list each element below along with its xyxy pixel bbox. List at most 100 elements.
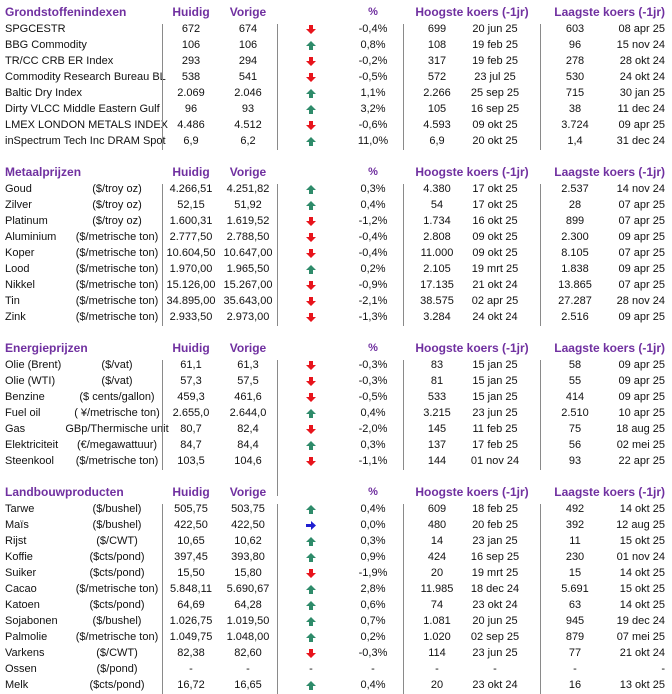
cell-unit: ($/troy oz) (92, 215, 142, 227)
cell-previous: 93 (241, 103, 255, 115)
arrow-down-icon (306, 73, 316, 82)
cell-low: 27.287 (558, 295, 592, 307)
column-header-current: Huidig (172, 5, 210, 19)
cell-previous: 4.512 (234, 119, 262, 131)
cell-name: BBG Commodity (5, 39, 87, 51)
cell-previous: 106 (238, 39, 258, 51)
cell-low: 11 (569, 535, 581, 547)
cell-pct: 0,4% (360, 407, 386, 419)
cell-pct: -0,4% (358, 247, 388, 259)
column-divider (403, 360, 404, 470)
cell-high-date: 18 feb 25 (472, 503, 518, 515)
cell-current: 1.049,75 (169, 631, 213, 643)
cell-high-date: 20 jun 25 (472, 615, 518, 627)
cell-previous: 64,28 (234, 599, 262, 611)
cell-high-date: 23 jun 25 (472, 647, 518, 659)
column-divider (162, 504, 163, 694)
cell-high: 572 (427, 71, 447, 83)
cell-name: Palmolie (5, 631, 48, 643)
table-row: Varkens ($/CWT) 82,38 82,60 -0,3% 114 23 jun 2… (0, 645, 672, 661)
cell-current: 505,75 (174, 503, 208, 515)
table-row: Rijst ($/CWT) 10,65 10,62 0,3% 14 23 jan 25 11 1… (0, 533, 672, 549)
arrow-down-icon (306, 297, 316, 306)
cell-previous: 15,80 (234, 567, 262, 579)
cell-previous: - (246, 663, 250, 675)
cell-low: 2.510 (561, 407, 589, 419)
column-divider (162, 360, 163, 470)
cell-name: Melk (5, 679, 29, 691)
cell-name: Gas (5, 423, 26, 435)
cell-pct: -1,1% (358, 455, 388, 467)
cell-unit: ($/troy oz) (92, 199, 142, 211)
cell-unit: ($/vat) (101, 375, 133, 387)
cell-previous: 2.046 (234, 87, 262, 99)
cell-name: Olie (Brent) (5, 359, 62, 371)
table-row: Melk ($cts/pond) 16,72 16,65 0,4% 20 23 okt 24… (0, 677, 672, 693)
cell-high: 14 (430, 535, 444, 547)
column-header-pct: % (368, 486, 378, 498)
table-row: Zink ($/metrische ton) 2.933,50 2.973,00 -1,… (0, 309, 672, 325)
cell-current: 103,5 (177, 455, 205, 467)
table-row: LMEX LONDON METALS INDEX 4.486 4.512 -0,6% 4… (0, 117, 672, 133)
cell-low: 96 (568, 39, 582, 51)
cell-name: Suiker (5, 567, 37, 579)
arrow-up-icon (306, 617, 316, 626)
cell-low: - (573, 663, 577, 675)
cell-name: Commodity Research Bureau BL (5, 71, 166, 83)
cell-current: 52,15 (177, 199, 205, 211)
arrow-down-icon (306, 57, 316, 66)
cell-low-date: 18 aug 25 (616, 423, 665, 435)
section-title: Metaalprijzen (5, 165, 82, 179)
cell-high-date: 15 jan 25 (472, 391, 518, 403)
cell-name: Baltic Dry Index (5, 87, 83, 99)
cell-low-date: 02 mei 25 (616, 439, 665, 451)
column-header-previous: Vorige (229, 165, 267, 179)
cell-low: 58 (568, 359, 582, 371)
column-header-low: Laagste koers (-1jr) (554, 5, 665, 19)
column-divider (540, 24, 541, 150)
cell-pct: 2,8% (360, 583, 386, 595)
cell-name: Koffie (5, 551, 33, 563)
cell-low-date: 08 apr 25 (618, 23, 665, 35)
arrow-down-icon (306, 313, 316, 322)
cell-current: 5.848,11 (169, 583, 213, 595)
cell-pct: 0,3% (360, 183, 386, 195)
arrow-down-icon (306, 361, 316, 370)
cell-low-date: 31 dec 24 (616, 135, 665, 147)
column-header-high: Hoogste koers (-1jr) (415, 5, 529, 19)
cell-high-date: 16 okt 25 (472, 215, 518, 227)
cell-pct: -0,3% (358, 375, 388, 387)
cell-high-date: 15 jan 25 (472, 359, 518, 371)
cell-high: 4.593 (423, 119, 451, 131)
arrow-up-icon (306, 585, 316, 594)
cell-high: 609 (427, 503, 447, 515)
cell-previous: 1.965,50 (226, 263, 270, 275)
table-row: Goud ($/troy oz) 4.266,51 4.251,82 0,3% 4.380… (0, 181, 672, 197)
cell-previous: 82,60 (234, 647, 262, 659)
cell-current: 15.126,00 (166, 279, 216, 291)
arrow-down-icon (306, 569, 316, 578)
cell-pct: 0,0% (360, 519, 386, 531)
cell-previous: 674 (238, 23, 258, 35)
table-row: inSpectrum Tech Inc DRAM Spot 6,9 6,2 11,0%… (0, 133, 672, 149)
cell-high-date: 20 okt 25 (472, 135, 518, 147)
table-row: Koffie ($cts/pond) 397,45 393,80 0,9% 424 16 s… (0, 549, 672, 565)
arrow-down-icon (306, 393, 316, 402)
cell-name: Benzine (5, 391, 45, 403)
cell-name: Maïs (5, 519, 29, 531)
cell-name: Lood (5, 263, 30, 275)
cell-low: 16 (568, 679, 582, 691)
column-header-current: Huidig (172, 485, 210, 499)
cell-high: 2.105 (423, 263, 451, 275)
cell-high-date: 24 okt 24 (472, 311, 518, 323)
cell-low: 1,4 (567, 135, 583, 147)
cell-high: 1.081 (423, 615, 451, 627)
section-metaalprijzen: Metaalprijzen Huidig Vorige% Hoogste koers … (0, 164, 672, 326)
cell-low-date: 19 dec 24 (616, 615, 665, 627)
cell-high-date: 16 sep 25 (470, 103, 520, 115)
cell-unit: ($cts/pond) (89, 679, 145, 691)
cell-current: 1.970,00 (169, 263, 213, 275)
cell-name: Elektriciteit (5, 439, 59, 451)
cell-unit: ($cts/pond) (89, 599, 145, 611)
cell-low: 38 (568, 103, 582, 115)
